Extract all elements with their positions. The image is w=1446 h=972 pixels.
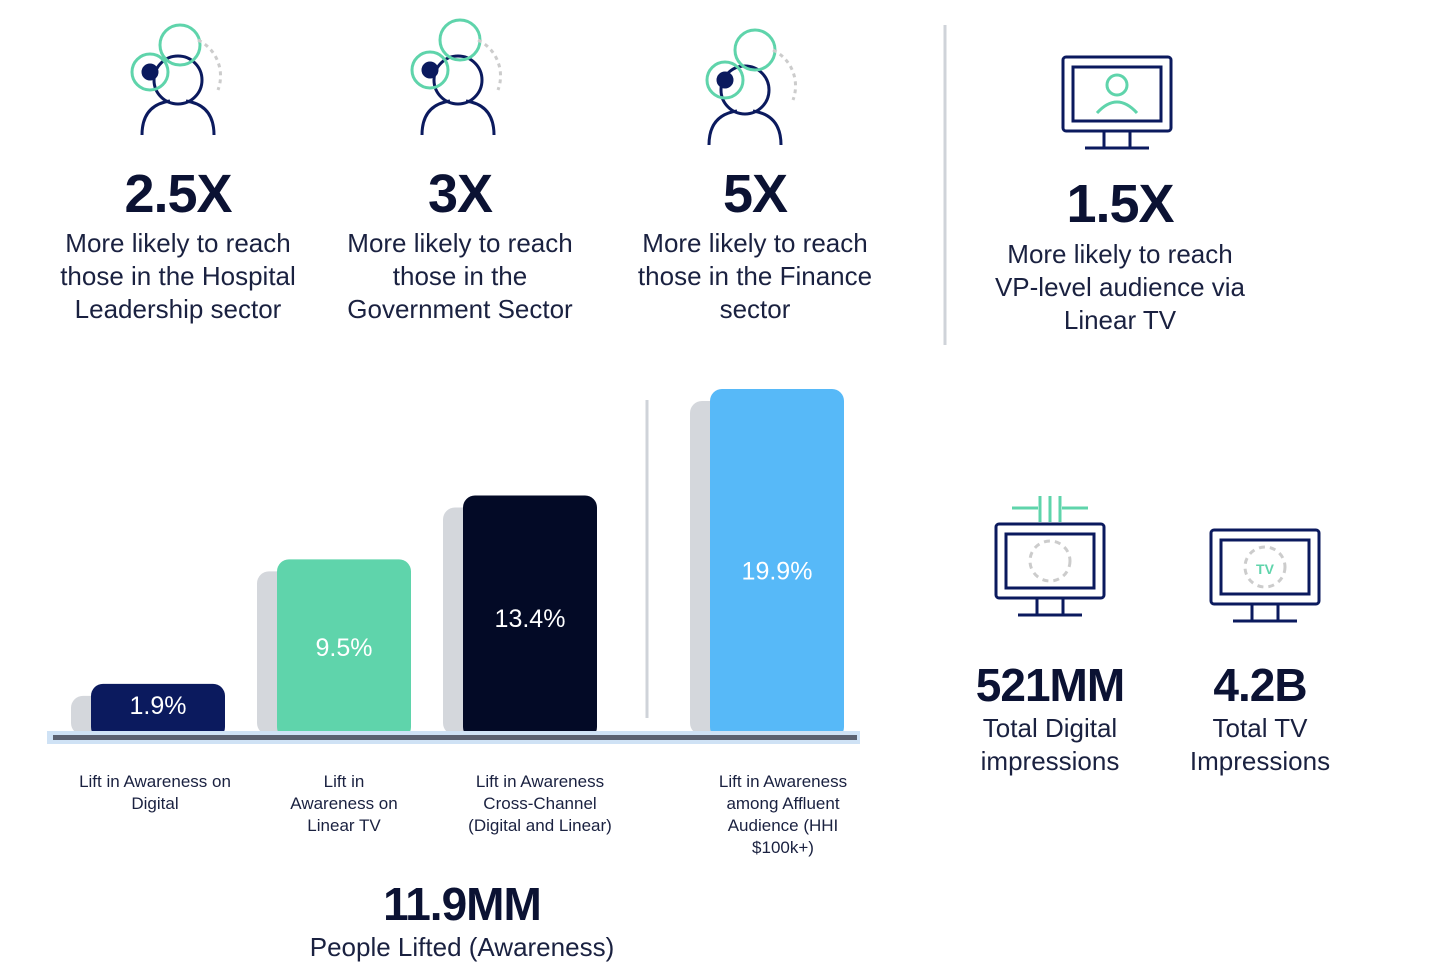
category-label: Lift in Awareness among Affluent Audienc… [718, 772, 848, 857]
stat-value: 5X [722, 164, 788, 224]
total-description: Total TV Impressions [1189, 713, 1331, 776]
stat-description: More likely to reach those in the Hospit… [60, 228, 296, 324]
total-value: 4.2B [1213, 659, 1307, 711]
category-label: Lift in Awareness Cross-Channel (Digital… [468, 772, 612, 835]
category-label: Lift in Awareness on Digital [79, 772, 231, 813]
total-description: Total Digital impressions [980, 713, 1120, 776]
stat-value: 2.5X [124, 164, 232, 224]
person-icon [130, 23, 223, 136]
total-value: 11.9MM [383, 878, 542, 930]
svg-text:TV: TV [1256, 561, 1275, 577]
bar-value-label: 9.5% [316, 634, 373, 662]
stat-description: More likely to reach those in the Govern… [347, 228, 573, 324]
stat-description: More likely to reach VP-level audience v… [994, 239, 1246, 335]
monitor-icon: TV [1209, 528, 1321, 623]
total-value: 521MM [975, 659, 1125, 711]
category-label: Lift in Awareness on Linear TV [290, 772, 398, 835]
total-description: People Lifted (Awareness) [309, 932, 615, 962]
bar [91, 683, 225, 739]
bar [463, 495, 597, 739]
person-icon [705, 28, 798, 146]
icons: TV [130, 18, 1321, 623]
bar [277, 559, 411, 739]
bar-value-label: 1.9% [130, 692, 187, 720]
stat-value: 3X [427, 164, 493, 224]
monitor-icon [1061, 55, 1173, 150]
bar-value-label: 13.4% [495, 605, 566, 633]
stat-value: 1.5X [1066, 174, 1174, 234]
bar-value-label: 19.9% [742, 557, 813, 585]
monitor-icon [994, 496, 1106, 617]
bar [710, 389, 844, 739]
person-icon [410, 18, 503, 136]
stat-description: More likely to reach those in the Financ… [637, 228, 873, 324]
bar-chart: 1.9% 9.5% 13.4% 19.9% [71, 389, 844, 739]
baseline [53, 735, 857, 740]
